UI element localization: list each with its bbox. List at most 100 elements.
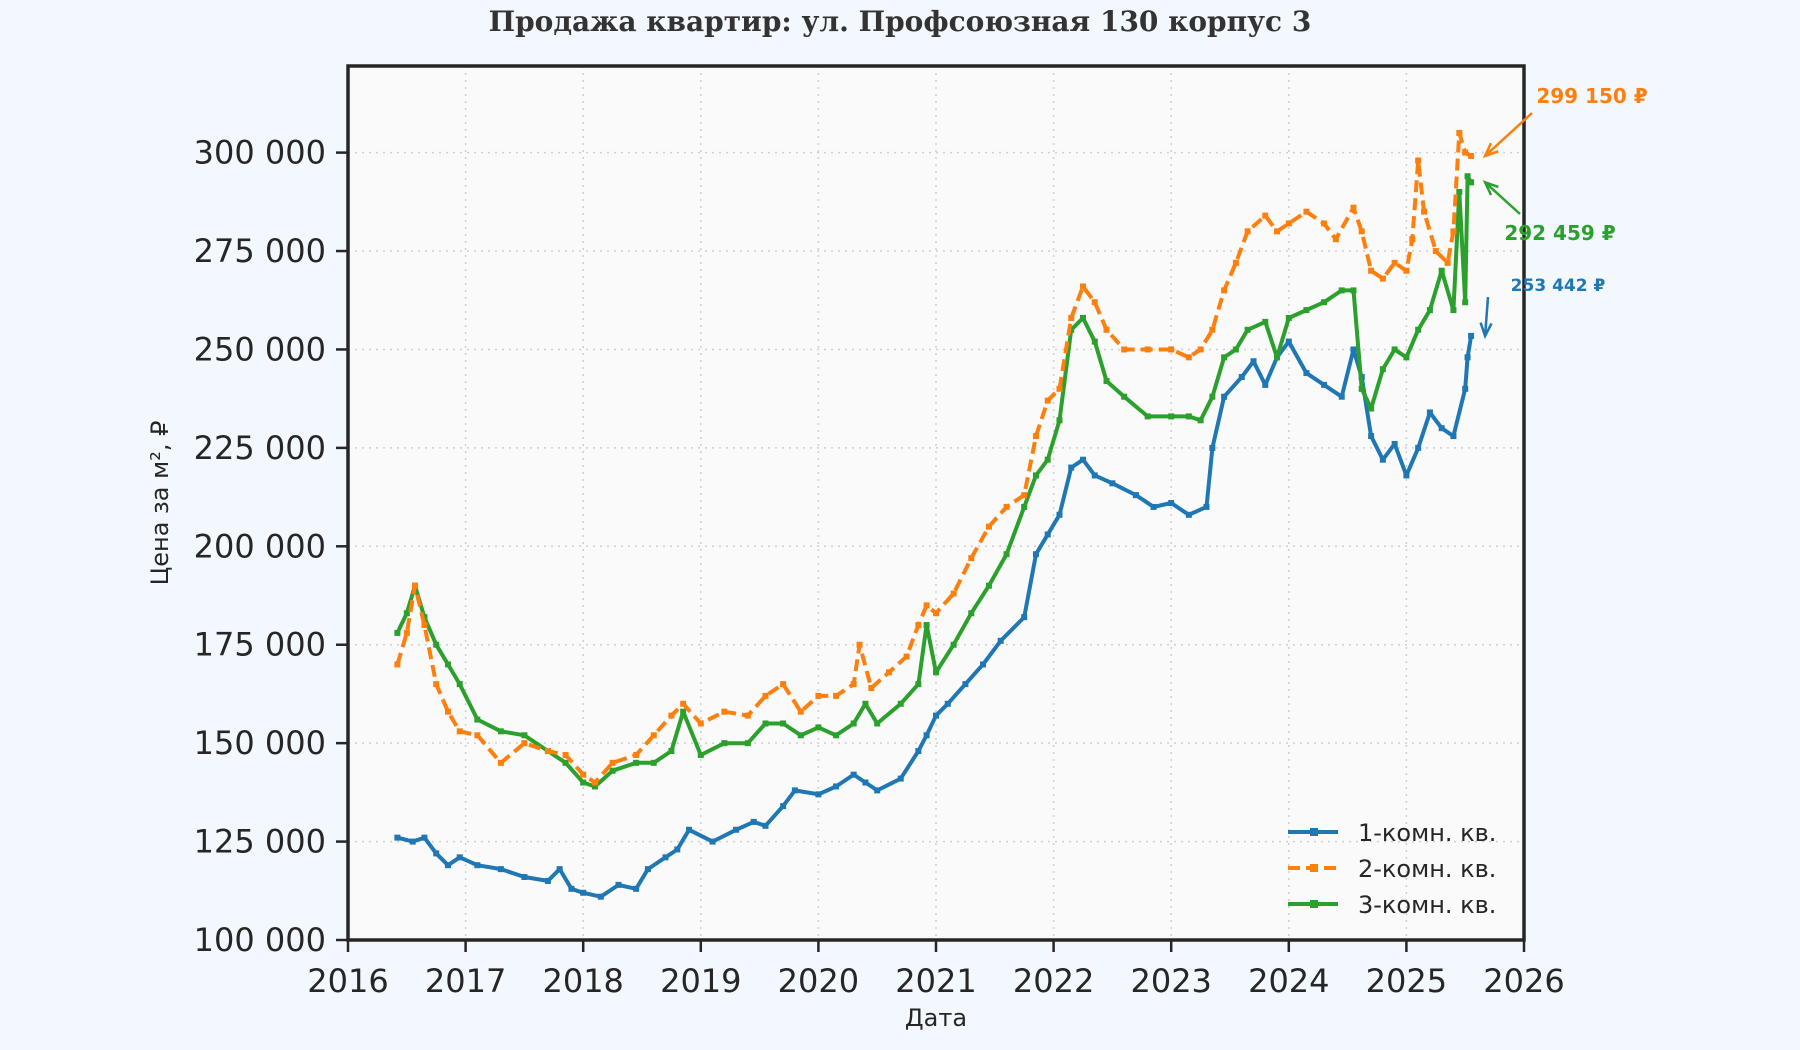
series-point: [885, 669, 892, 676]
series-point: [1221, 393, 1228, 400]
series-point: [1003, 551, 1010, 558]
series-point: [1209, 393, 1216, 400]
series-point: [580, 889, 587, 896]
series-point: [1056, 417, 1063, 424]
series-point: [780, 803, 787, 810]
series-point: [1456, 129, 1463, 136]
series-point: [1321, 381, 1328, 388]
series-point: [409, 838, 416, 845]
series-point: [1285, 338, 1292, 345]
series-point: [850, 771, 857, 778]
series-point: [1262, 212, 1269, 219]
x-tick-label: 2025: [1366, 962, 1447, 1000]
x-tick-label: 2024: [1248, 962, 1329, 1000]
series-point: [923, 602, 930, 609]
series-point: [1238, 374, 1245, 381]
series-point: [1080, 283, 1086, 290]
annotation-label: 292 459 ₽: [1504, 221, 1615, 245]
series-point: [750, 818, 757, 825]
series-point: [668, 712, 675, 719]
series-point: [680, 708, 687, 715]
series-point: [1091, 472, 1098, 479]
series-point: [568, 885, 575, 892]
series-point: [456, 681, 463, 688]
series-point: [544, 748, 551, 755]
series-point: [1303, 370, 1310, 377]
series-point: [915, 748, 922, 755]
series-point: [923, 732, 930, 739]
series-point: [591, 783, 598, 790]
series-point: [968, 610, 975, 617]
series-point: [1438, 267, 1445, 274]
series-point: [944, 700, 951, 707]
series-point: [850, 720, 857, 727]
series-point: [933, 712, 939, 719]
y-tick-label: 200 000: [194, 527, 326, 565]
y-tick-label: 125 000: [194, 823, 326, 861]
series-point: [521, 874, 528, 881]
series-point: [874, 720, 881, 727]
series-point: [862, 779, 869, 786]
series-point: [780, 681, 787, 688]
series-point: [1403, 472, 1410, 479]
x-tick-label: 2023: [1130, 962, 1211, 1000]
series-point: [1409, 236, 1416, 243]
y-tick-label: 175 000: [194, 626, 326, 664]
series-1: [394, 332, 1475, 900]
series-point: [1415, 326, 1422, 333]
series-point: [674, 846, 681, 853]
legend-marker: [1310, 900, 1318, 908]
series-point: [444, 708, 451, 715]
series-point: [1350, 287, 1357, 294]
y-tick-label: 100 000: [194, 921, 326, 959]
series-point: [1203, 503, 1210, 510]
series-point: [762, 692, 769, 699]
series-point: [1021, 614, 1028, 621]
series-point: [556, 866, 563, 873]
series-point: [433, 641, 440, 648]
series-point: [1462, 299, 1469, 306]
series-point: [1244, 228, 1251, 235]
series-point: [412, 582, 419, 589]
legend-marker: [1310, 864, 1318, 872]
series-point: [1332, 236, 1339, 243]
series-point: [780, 720, 787, 727]
annotation-label: 299 150 ₽: [1536, 84, 1647, 108]
series-point: [444, 661, 451, 668]
series-point: [615, 881, 622, 888]
series-point: [591, 779, 598, 786]
series-point: [1462, 385, 1469, 392]
series-point: [1232, 259, 1239, 266]
x-tick-label: 2018: [542, 962, 623, 1000]
series-point: [1109, 480, 1116, 487]
legend-marker: [1310, 828, 1318, 836]
series-point: [580, 779, 587, 786]
series-point: [833, 692, 840, 699]
annotation-arrowhead: [1482, 142, 1499, 159]
series-point: [1080, 456, 1086, 463]
series-point: [433, 681, 440, 688]
series-point: [497, 759, 504, 766]
y-tick-label: 300 000: [194, 134, 326, 172]
x-tick-label: 2020: [778, 962, 859, 1000]
series-point: [1197, 417, 1204, 424]
series-point: [923, 622, 930, 629]
y-tick-label: 250 000: [194, 330, 326, 368]
series-point: [1350, 346, 1357, 353]
series-point: [697, 720, 704, 727]
series-point: [1168, 346, 1175, 353]
x-tick-label: 2017: [425, 962, 506, 1000]
series-point: [1415, 157, 1422, 164]
series-point: [633, 759, 640, 766]
series-point: [1144, 346, 1151, 353]
series-point: [1080, 314, 1086, 321]
series-point: [933, 610, 939, 617]
series-point: [1056, 385, 1063, 392]
ticks: 2016 2017 2018 2019 2020 2021 2022 2023 2024 2025…: [194, 134, 1565, 1000]
x-tick-label: 2021: [895, 962, 976, 1000]
chart-title: Продажа квартир: ул. Профсоюзная 130 кор…: [489, 5, 1312, 38]
series-point: [1421, 208, 1428, 215]
series-point: [1456, 188, 1463, 195]
series-point: [985, 582, 992, 589]
x-tick-label: 2016: [307, 962, 388, 1000]
